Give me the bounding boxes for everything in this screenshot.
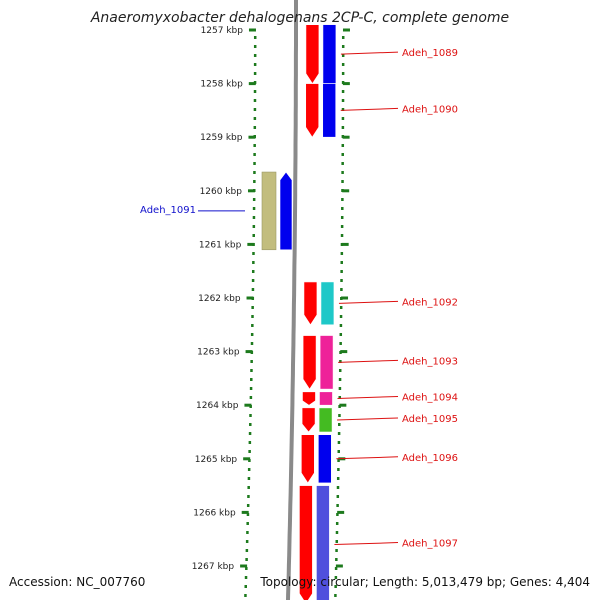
scale-tick-inner (247, 189, 255, 193)
gene-label[interactable]: Adeh_1091 (140, 205, 196, 216)
forward-strand-arrow[interactable] (303, 281, 318, 326)
scale-tick-inner (243, 457, 251, 461)
scale-tick-outer (341, 242, 349, 246)
scale-tick-label: 1267 kbp (192, 562, 235, 572)
scale-tick-inner (244, 403, 252, 407)
scale-tick-label: 1266 kbp (193, 508, 236, 518)
scale-tick-outer (340, 350, 348, 354)
scale-tick-outer (337, 510, 345, 514)
gene-label[interactable]: Adeh_1090 (402, 104, 458, 115)
scale-tick-inner (245, 350, 253, 354)
scale-tick-inner (248, 28, 256, 32)
gene-feature-adeh_1091[interactable] (261, 171, 293, 251)
scale-tick-outer (342, 135, 350, 139)
category-block[interactable] (322, 83, 337, 138)
forward-strand-arrow[interactable] (305, 83, 320, 138)
gene-label[interactable]: Adeh_1096 (402, 453, 458, 464)
forward-strand-arrow[interactable] (301, 434, 315, 484)
scale-tick-outer (341, 296, 349, 300)
gene-feature-adeh_1090[interactable] (305, 83, 337, 138)
accession-label: Accession: NC_007760 (9, 575, 146, 589)
forward-strand-arrow[interactable] (301, 407, 316, 433)
forward-strand-arrow[interactable] (302, 335, 317, 390)
category-block[interactable] (316, 485, 330, 600)
forward-strand-arrow[interactable] (305, 24, 320, 85)
gene-feature-adeh_1096[interactable] (301, 434, 332, 484)
category-block[interactable] (319, 335, 334, 390)
scale-tick-outer (342, 82, 350, 86)
scale-tick-outer (335, 564, 343, 568)
label-leader-line (338, 359, 399, 363)
gene-feature-adeh_1093[interactable] (302, 335, 334, 390)
gene-label[interactable]: Adeh_1094 (402, 393, 458, 404)
label-leader-line (336, 456, 399, 460)
forward-strand-arrow[interactable] (302, 391, 316, 406)
gene-feature-adeh_1089[interactable] (305, 24, 337, 85)
scale-tick-outer (339, 403, 347, 407)
category-block[interactable] (261, 171, 277, 251)
scale-tick-label: 1264 kbp (196, 401, 239, 411)
scale-tick-label: 1259 kbp (200, 133, 243, 143)
gene-label[interactable]: Adeh_1092 (402, 297, 458, 308)
map-title: Anaeromyxobacter dehalogenans 2CP-C, com… (90, 10, 510, 26)
label-leader-line (337, 417, 399, 421)
scale-tick-inner (241, 510, 249, 514)
gene-label[interactable]: Adeh_1089 (402, 48, 458, 59)
reverse-strand-arrow[interactable] (279, 171, 293, 251)
label-leader-line (338, 300, 399, 304)
category-block[interactable] (318, 407, 333, 433)
category-block[interactable] (320, 281, 335, 326)
scale-tick-inner (247, 242, 255, 246)
topology-summary: Topology: circular; Length: 5,013,479 bp… (260, 575, 590, 589)
scale-tick-label: 1257 kbp (201, 26, 244, 36)
scale-tick-inner (248, 82, 256, 86)
scale-tick-outer (342, 189, 350, 193)
gene-feature-adeh_1097[interactable] (299, 485, 330, 600)
category-block[interactable] (322, 24, 337, 84)
scale-tick-label: 1258 kbp (200, 80, 243, 90)
scale-tick-outer (342, 28, 350, 32)
category-block[interactable] (319, 391, 333, 406)
scale-tick-inner (240, 564, 248, 568)
gene-label[interactable]: Adeh_1097 (402, 539, 458, 550)
gene-label[interactable]: Adeh_1093 (402, 356, 458, 367)
label-leader-line (340, 51, 399, 55)
scale-tick-inner (246, 296, 254, 300)
gene-label[interactable]: Adeh_1095 (402, 414, 458, 425)
gene-feature-adeh_1095[interactable] (301, 407, 333, 433)
scale-tick-label: 1261 kbp (199, 240, 242, 250)
scale-tick-label: 1262 kbp (198, 294, 241, 304)
label-leader-line (340, 107, 399, 111)
gene-feature-adeh_1094[interactable] (302, 391, 333, 406)
label-leader-line (334, 542, 399, 546)
scale-tick-label: 1260 kbp (200, 187, 243, 197)
backbone-ring (285, 0, 298, 600)
scale-tick-label: 1265 kbp (195, 455, 238, 465)
scale-tick-label: 1263 kbp (197, 348, 240, 358)
forward-strand-arrow[interactable] (299, 485, 313, 600)
scale-tick-inner (248, 135, 256, 139)
category-block[interactable] (318, 434, 332, 484)
gene-feature-adeh_1092[interactable] (303, 281, 335, 326)
label-leader-line (337, 396, 399, 399)
